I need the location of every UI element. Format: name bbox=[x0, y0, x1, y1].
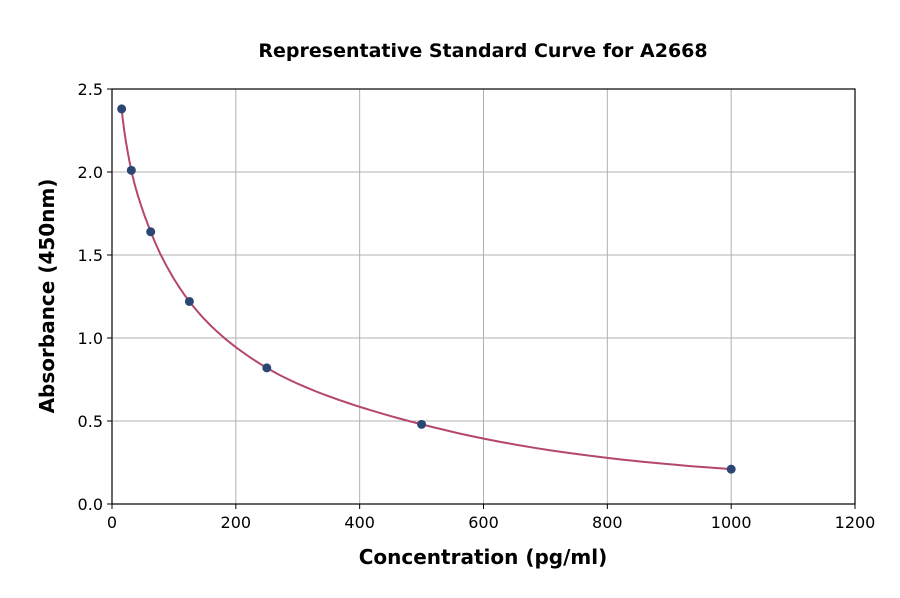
chart-title: Representative Standard Curve for A2668 bbox=[258, 40, 707, 62]
x-tick-label: 800 bbox=[592, 513, 623, 532]
y-tick-label: 1.5 bbox=[78, 246, 103, 265]
data-points bbox=[117, 104, 736, 474]
x-tick-label: 400 bbox=[344, 513, 375, 532]
y-tick-label: 0.5 bbox=[78, 412, 103, 431]
fit-curve bbox=[120, 108, 732, 471]
x-tick-label: 1200 bbox=[835, 513, 876, 532]
x-axis-label: Concentration (pg/ml) bbox=[359, 545, 608, 569]
y-tick-label: 1.0 bbox=[78, 329, 103, 348]
data-point bbox=[126, 165, 136, 175]
y-axis-ticks: 0.0 0.5 1.0 1.5 2.0 2.5 bbox=[78, 80, 112, 514]
data-point bbox=[417, 419, 427, 429]
grid bbox=[111, 88, 856, 505]
data-point bbox=[184, 296, 194, 306]
data-point bbox=[117, 104, 127, 114]
data-point bbox=[146, 227, 156, 237]
y-tick-label: 2.0 bbox=[78, 163, 103, 182]
x-axis-ticks: 0 200 400 600 800 1000 1200 bbox=[107, 504, 875, 532]
x-tick-label: 200 bbox=[221, 513, 252, 532]
x-tick-label: 1000 bbox=[711, 513, 752, 532]
data-point bbox=[726, 464, 736, 474]
x-tick-label: 0 bbox=[107, 513, 117, 532]
y-tick-label: 2.5 bbox=[78, 80, 103, 99]
x-tick-label: 600 bbox=[468, 513, 499, 532]
data-point bbox=[262, 363, 272, 373]
y-tick-label: 0.0 bbox=[78, 495, 103, 514]
curve-layer bbox=[120, 108, 732, 471]
y-axis-label: Absorbance (450nm) bbox=[35, 179, 59, 414]
